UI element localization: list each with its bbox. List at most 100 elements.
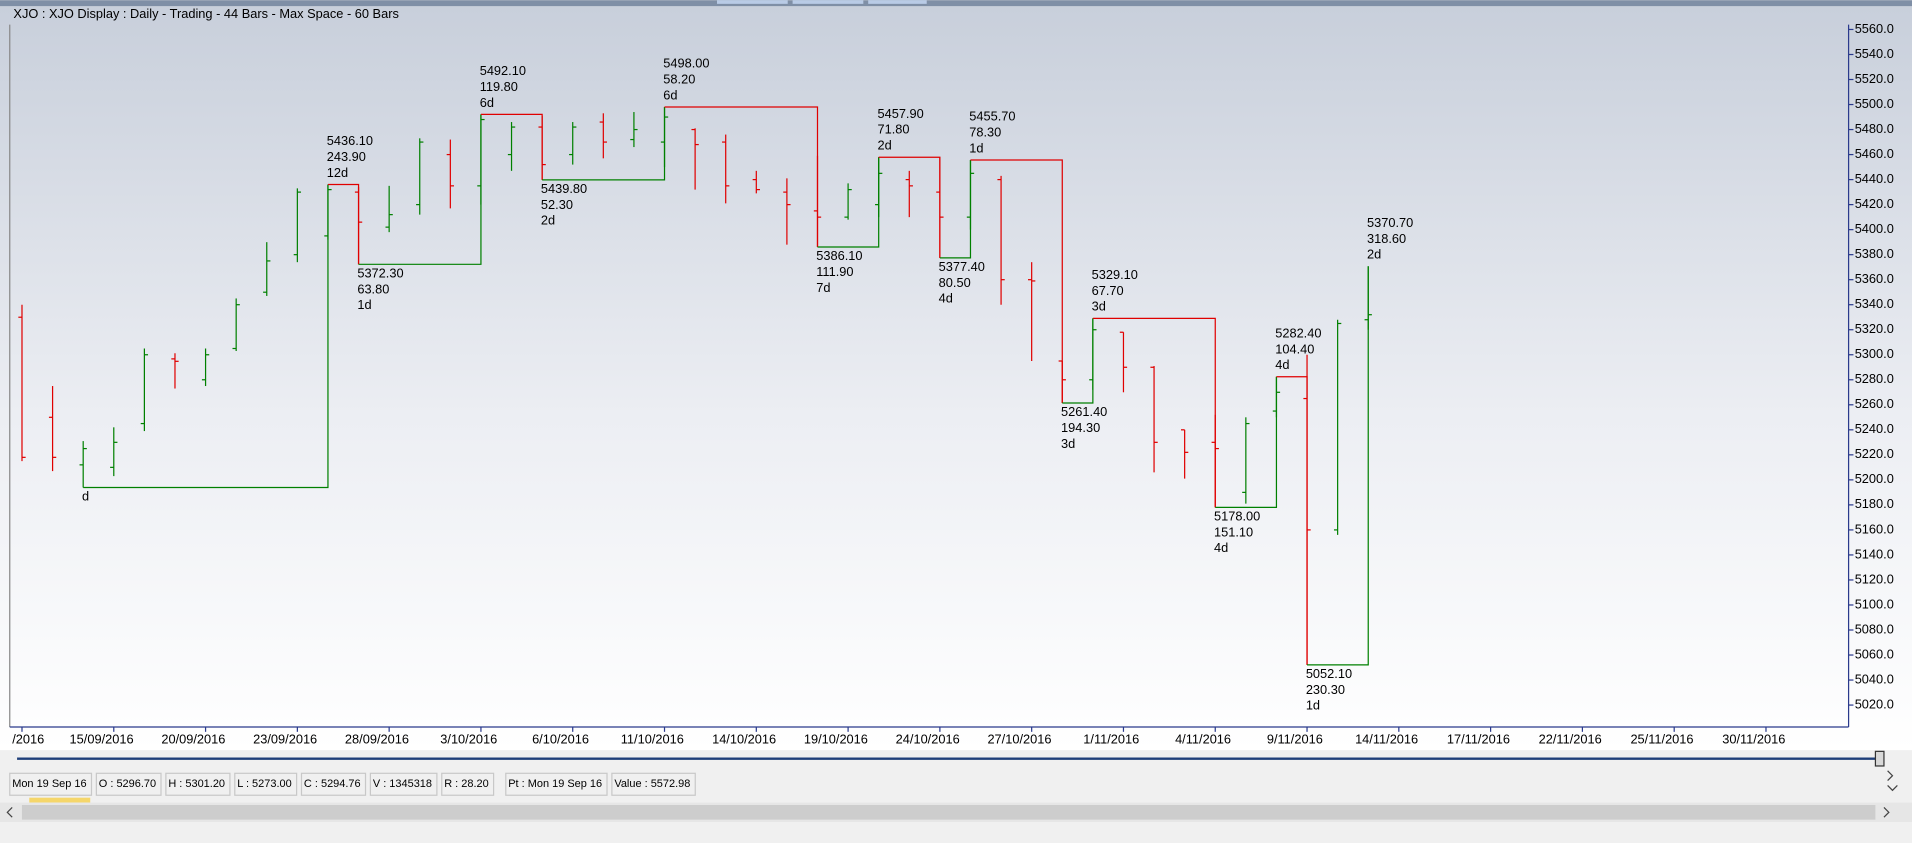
swing-label: d — [82, 489, 89, 504]
status-item: V : 1345318 — [373, 778, 432, 790]
swing-label: 58.20 — [663, 72, 695, 87]
y-tick-label: 5420.0 — [1855, 196, 1894, 211]
swing-label: 2d — [877, 138, 891, 153]
status-box — [369, 772, 438, 796]
swing-label: 2d — [1367, 247, 1381, 262]
y-tick-label: 5280.0 — [1855, 371, 1894, 386]
swing-label: 151.10 — [1214, 524, 1253, 539]
x-tick-label: 27/10/2016 — [987, 732, 1051, 747]
tab[interactable] — [868, 0, 927, 4]
swing-label: 5439.80 — [541, 181, 587, 196]
status-bar — [0, 770, 1912, 798]
x-tick-label: 3/10/2016 — [440, 732, 497, 747]
y-tick-label: 5020.0 — [1855, 696, 1894, 711]
x-tick-label: 11/10/2016 — [621, 732, 684, 747]
swing-label: 5455.70 — [969, 109, 1015, 124]
swing-label: 71.80 — [877, 122, 909, 137]
y-tick-label: 5460.0 — [1855, 146, 1894, 161]
swing-label: 5386.10 — [816, 248, 862, 263]
swing-label: 5052.10 — [1306, 666, 1352, 681]
swing-label: 1d — [357, 297, 371, 312]
status-item: H : 5301.20 — [168, 778, 225, 790]
chart-background — [0, 6, 1912, 751]
status-item: C : 5294.76 — [304, 778, 361, 790]
swing-label: 194.30 — [1061, 420, 1100, 435]
slider-knob[interactable] — [1874, 750, 1885, 767]
swing-line — [664, 106, 819, 248]
y-tick-label: 5080.0 — [1855, 621, 1894, 636]
swing-label: 3d — [1061, 436, 1075, 451]
swing-label: 119.80 — [480, 79, 518, 94]
swing-label: 4d — [939, 291, 953, 306]
y-tick-label: 5240.0 — [1855, 421, 1894, 436]
x-tick-label: 25/11/2016 — [1630, 732, 1693, 747]
swing-label: 4d — [1275, 357, 1289, 372]
swing-label: 1d — [1306, 698, 1320, 713]
y-tick-label: 5340.0 — [1855, 296, 1894, 311]
y-tick-label: 5060.0 — [1855, 646, 1894, 661]
swing-label: 5498.00 — [663, 56, 709, 71]
status-box — [234, 772, 298, 796]
y-tick-label: 5100.0 — [1855, 596, 1894, 611]
y-tick-label: 5380.0 — [1855, 246, 1894, 261]
scroll-arrows[interactable] — [6, 807, 1890, 818]
status-item: Pt : Mon 19 Sep 16 — [508, 778, 602, 790]
swing-label: 111.90 — [816, 264, 853, 279]
swing-label: 5282.40 — [1275, 325, 1321, 340]
swing-line — [1215, 376, 1278, 508]
status-items: Mon 19 Sep 16 O : 5296.70 H : 5301.20 L : 5… — [9, 772, 696, 796]
scroll-thumb[interactable] — [21, 804, 1876, 820]
plot: 5020.0 5040.0 5060.0 5080.0 5100.0 5120.0 5140… — [12, 21, 1894, 747]
swing-label: 67.70 — [1092, 283, 1124, 298]
swing-label: 5329.10 — [1092, 267, 1138, 282]
swing-label: 7d — [816, 280, 830, 295]
swing-line — [83, 184, 329, 489]
swing-label: 5377.40 — [939, 259, 985, 274]
y-tick-label: 5320.0 — [1855, 321, 1894, 336]
y-tick-label: 5520.0 — [1855, 71, 1894, 86]
sheet-tab[interactable] — [29, 797, 91, 803]
tab[interactable] — [792, 0, 864, 4]
swing-line — [1276, 376, 1308, 665]
x-tick-label: 6/10/2016 — [532, 732, 589, 747]
x-tick-label: 4/11/2016 — [1175, 732, 1231, 747]
tab[interactable] — [717, 0, 788, 4]
swing-label: 5370.70 — [1367, 215, 1413, 230]
x-tick-label: 23/09/2016 — [253, 732, 317, 747]
swing-line — [878, 156, 941, 258]
x-tick-label: 24/10/2016 — [896, 732, 960, 747]
swing-label: 12d — [327, 165, 348, 180]
swing-label: 5178.00 — [1214, 509, 1260, 524]
swing-label: 5372.30 — [357, 265, 403, 280]
status-box — [441, 772, 495, 796]
x-tick-label: 9/11/2016 — [1267, 732, 1323, 747]
status-box — [9, 772, 93, 796]
status-item: R : 28.20 — [444, 778, 489, 790]
y-tick-label: 5260.0 — [1855, 396, 1894, 411]
x-tick-label: 28/09/2016 — [345, 732, 409, 747]
status-box — [611, 772, 696, 796]
swing-line — [542, 107, 666, 181]
y-tick-label: 5040.0 — [1855, 671, 1894, 686]
swing-label: 6d — [663, 87, 677, 102]
top-strip — [0, 0, 1912, 7]
status-item: Value : 5572.98 — [614, 778, 690, 790]
y-tick-label: 5180.0 — [1855, 496, 1894, 511]
swing-label: 318.60 — [1367, 231, 1406, 246]
swing-label: 5492.10 — [480, 63, 526, 78]
y-tick-label: 5220.0 — [1855, 446, 1894, 461]
swing-line — [480, 113, 543, 180]
swing-label: 63.80 — [357, 281, 389, 296]
swing-label: 1d — [969, 140, 983, 155]
status-box — [300, 772, 367, 796]
status-box — [165, 772, 231, 796]
x-tick-label: 1/11/2016 — [1083, 732, 1139, 747]
y-tick-label: 5300.0 — [1855, 346, 1894, 361]
status-item: O : 5296.70 — [99, 778, 156, 790]
swing-label: 4d — [1214, 540, 1228, 555]
x-tick-label: 22/11/2016 — [1539, 732, 1602, 747]
y-tick-label: 5120.0 — [1855, 571, 1894, 586]
panel-arrows[interactable] — [1887, 770, 1898, 792]
swing-line — [1307, 266, 1369, 666]
